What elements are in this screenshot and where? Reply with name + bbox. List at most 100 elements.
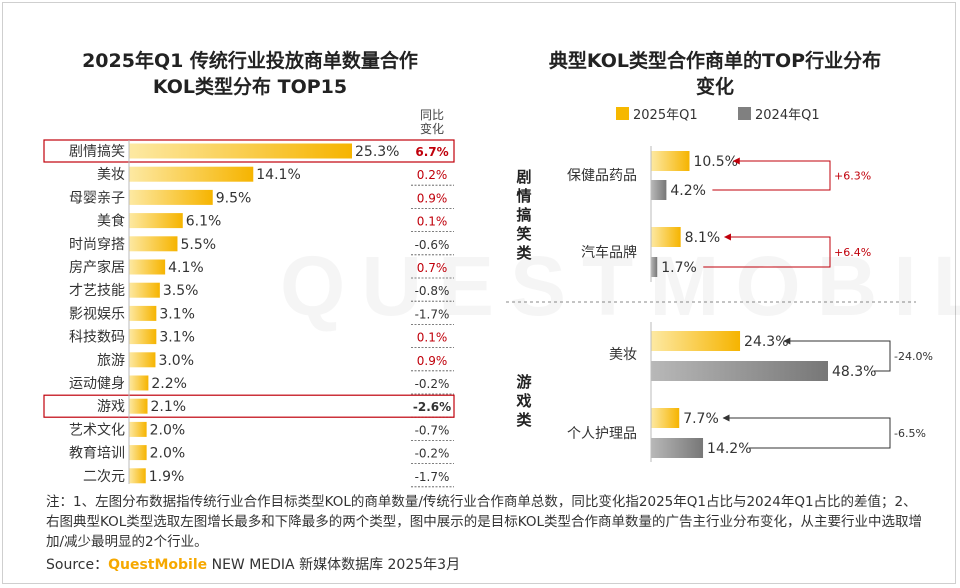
bar bbox=[129, 398, 148, 414]
bar bbox=[129, 329, 157, 345]
value-label-2024: 14.2% bbox=[707, 441, 751, 457]
value-label: 25.3% bbox=[355, 144, 399, 160]
bar-2024 bbox=[651, 438, 704, 458]
left-title-line-1: 2025年Q1 传统行业投放商单数量合作 bbox=[82, 50, 418, 72]
legend-2025: 2025年Q1 bbox=[616, 104, 698, 123]
yoy-change-label: 0.9% bbox=[417, 354, 448, 368]
value-label: 3.1% bbox=[159, 306, 195, 322]
category-label: 教育培训 bbox=[69, 446, 125, 462]
category-label: 运动健身 bbox=[69, 376, 125, 392]
value-label: 14.1% bbox=[256, 167, 300, 183]
source-prefix: Source： bbox=[46, 557, 109, 573]
category-label: 汽车品牌 bbox=[581, 244, 637, 261]
right-title-line-2: 变化 bbox=[695, 76, 734, 98]
yoy-header-line-2: 变化 bbox=[419, 122, 444, 136]
category-label: 旅游 bbox=[97, 353, 125, 369]
bar bbox=[129, 421, 147, 437]
right-chart-title: 典型KOL类型合作商单的TOP行业分布 变化 bbox=[505, 48, 925, 100]
source-line: Source：QuestMobile NEW MEDIA 新媒体数据库 2025… bbox=[46, 554, 460, 574]
source-brand: QuestMobile bbox=[108, 557, 208, 573]
bar-2025 bbox=[651, 408, 680, 428]
legend-swatch-2024 bbox=[738, 107, 751, 120]
group-label: 游戏类 bbox=[515, 373, 532, 429]
yoy-change-label: 0.1% bbox=[417, 215, 448, 229]
bar bbox=[129, 468, 146, 484]
highlight-box bbox=[43, 139, 455, 163]
category-label: 房产家居 bbox=[69, 259, 125, 276]
source-suffix: NEW MEDIA 新媒体数据库 2025年3月 bbox=[207, 557, 461, 573]
change-label: -24.0% bbox=[894, 350, 933, 363]
right-title-line-1: 典型KOL类型合作商单的TOP行业分布 bbox=[548, 50, 882, 72]
legend-label-2025: 2025年Q1 bbox=[633, 108, 698, 123]
yoy-change-label: 0.7% bbox=[417, 261, 448, 275]
value-label-2024: 1.7% bbox=[661, 260, 697, 276]
legend-label-2024: 2024年Q1 bbox=[755, 108, 820, 123]
legend-swatch-2025 bbox=[616, 107, 629, 120]
yoy-change-label: 0.2% bbox=[417, 168, 448, 182]
legend-2024: 2024年Q1 bbox=[738, 104, 820, 123]
yoy-change-label: -0.7% bbox=[415, 423, 450, 437]
value-label: 1.9% bbox=[149, 469, 185, 485]
bar bbox=[129, 445, 147, 461]
bar bbox=[129, 352, 156, 368]
bar bbox=[129, 166, 254, 182]
bar bbox=[129, 259, 166, 275]
yoy-change-label: -1.7% bbox=[415, 307, 450, 321]
value-label-2025: 10.5% bbox=[693, 154, 737, 170]
yoy-header-line-1: 同比 bbox=[419, 108, 444, 122]
group-label: 剧情搞笑类 bbox=[516, 168, 532, 262]
change-bracket bbox=[722, 414, 891, 449]
highlight-box bbox=[43, 394, 455, 418]
bar bbox=[129, 213, 183, 229]
value-label-2025: 7.7% bbox=[683, 411, 719, 427]
left-bar-chart: 剧情搞笑 25.3% 6.7% 美妆 14.1% 0.2% 母婴亲子 9.5% 0.9% 美食 6.… bbox=[43, 139, 455, 488]
value-label: 4.1% bbox=[168, 260, 204, 276]
category-label: 影视娱乐 bbox=[69, 306, 125, 322]
category-label: 科技数码 bbox=[69, 330, 125, 346]
category-label: 游戏 bbox=[97, 399, 125, 415]
bar-2024 bbox=[651, 361, 828, 381]
bar-2024 bbox=[651, 180, 667, 200]
bar bbox=[129, 305, 157, 321]
category-label: 保健品药品 bbox=[567, 168, 637, 184]
value-label: 2.2% bbox=[151, 376, 187, 392]
bar-2025 bbox=[651, 331, 741, 351]
yoy-change-header: 同比 变化 bbox=[410, 108, 454, 136]
left-chart-title: 2025年Q1 传统行业投放商单数量合作 KOL类型分布 TOP15 bbox=[40, 48, 460, 100]
change-bracket bbox=[783, 337, 891, 372]
footnotes: 注：1、左图分布数据指传统行业合作目标类型KOL的商单数量/传统行业合作商单总数… bbox=[46, 494, 923, 550]
change-label: +6.3% bbox=[834, 170, 871, 183]
value-label-2024: 48.3% bbox=[832, 364, 876, 380]
value-label-2025: 24.3% bbox=[744, 334, 788, 350]
yoy-change-label: -0.6% bbox=[415, 238, 450, 252]
yoy-change-label: -0.8% bbox=[415, 284, 450, 298]
category-label: 美妆 bbox=[609, 347, 637, 363]
yoy-change-label: -2.6% bbox=[413, 400, 451, 414]
category-label: 二次元 bbox=[83, 469, 125, 485]
change-label: -6.5% bbox=[894, 427, 926, 440]
category-label: 才艺技能 bbox=[69, 283, 125, 299]
bar bbox=[129, 236, 178, 252]
yoy-change-label: 0.9% bbox=[417, 191, 448, 205]
value-label: 3.1% bbox=[159, 330, 195, 346]
value-label-2024: 4.2% bbox=[670, 183, 706, 199]
bar bbox=[129, 282, 160, 298]
value-label: 3.0% bbox=[158, 353, 194, 369]
value-label-2025: 8.1% bbox=[685, 230, 721, 246]
value-label: 2.0% bbox=[150, 422, 186, 438]
bar bbox=[129, 143, 352, 159]
value-label: 9.5% bbox=[216, 190, 252, 206]
category-label: 美妆 bbox=[97, 167, 125, 183]
yoy-change-label: 6.7% bbox=[415, 145, 448, 159]
right-bar-chart: 剧情搞笑类 保健品药品 10.5% 4.2% +6.3% 汽车品牌 8.1% 1.7% +6.4… bbox=[506, 146, 933, 462]
change-bracket bbox=[703, 233, 831, 268]
value-label: 2.1% bbox=[151, 399, 187, 415]
left-title-line-2: KOL类型分布 TOP15 bbox=[152, 76, 348, 98]
yoy-change-label: -0.2% bbox=[415, 447, 450, 461]
yoy-change-label: -1.7% bbox=[415, 470, 450, 484]
value-label: 5.5% bbox=[180, 237, 216, 253]
change-bracket bbox=[712, 157, 831, 191]
value-label: 6.1% bbox=[186, 214, 222, 230]
